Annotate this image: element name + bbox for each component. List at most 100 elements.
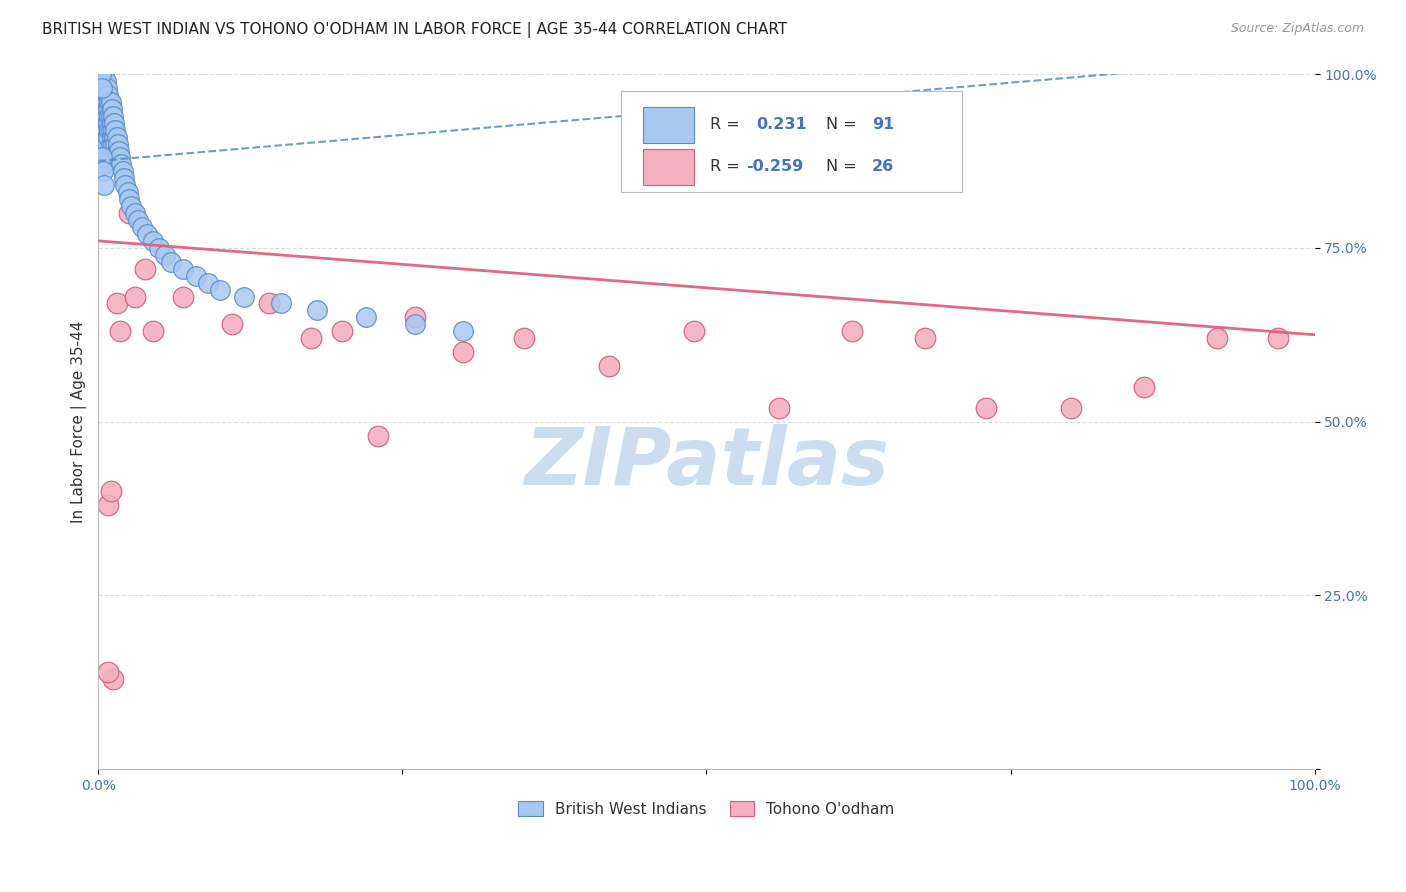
Point <box>299 331 322 345</box>
Point <box>93 67 115 81</box>
Point <box>841 324 863 338</box>
Point <box>257 296 280 310</box>
FancyBboxPatch shape <box>643 149 695 186</box>
Point <box>118 192 141 206</box>
Point <box>1267 331 1289 345</box>
Point <box>110 157 132 171</box>
Point <box>90 67 112 81</box>
Point <box>103 129 125 144</box>
Point <box>513 331 536 345</box>
Point <box>184 268 207 283</box>
Point <box>111 164 134 178</box>
Point <box>127 213 149 227</box>
Text: Source: ZipAtlas.com: Source: ZipAtlas.com <box>1230 22 1364 36</box>
Point <box>107 136 129 151</box>
Point <box>131 219 153 234</box>
Point <box>97 116 120 130</box>
Point <box>96 81 118 95</box>
Point <box>91 136 114 151</box>
Text: R =: R = <box>710 159 745 174</box>
Text: BRITISH WEST INDIAN VS TOHONO O'ODHAM IN LABOR FORCE | AGE 35-44 CORRELATION CHA: BRITISH WEST INDIAN VS TOHONO O'ODHAM IN… <box>42 22 787 38</box>
Point <box>103 116 125 130</box>
Point <box>148 241 170 255</box>
Point <box>91 109 114 123</box>
Point <box>104 136 127 151</box>
Point <box>101 672 124 686</box>
Point <box>110 324 132 338</box>
Point <box>105 296 128 310</box>
Point <box>97 129 120 144</box>
Point <box>91 109 114 123</box>
Point <box>93 144 115 158</box>
Point <box>354 310 377 325</box>
Point <box>451 324 474 338</box>
Point <box>93 129 115 144</box>
Point <box>96 95 118 109</box>
Text: 91: 91 <box>872 117 894 132</box>
Point <box>91 95 114 109</box>
Point <box>94 74 117 88</box>
Point <box>91 81 114 95</box>
Point <box>233 289 256 303</box>
Point <box>101 122 124 136</box>
Point <box>197 276 219 290</box>
Point <box>98 95 121 109</box>
Point <box>93 74 115 88</box>
Point <box>96 136 118 151</box>
Point <box>1060 401 1083 415</box>
Point <box>91 164 114 178</box>
Point <box>91 95 114 109</box>
Point <box>104 122 127 136</box>
Point <box>91 136 114 151</box>
Point <box>93 157 115 171</box>
Point <box>90 87 112 102</box>
Point <box>974 401 997 415</box>
Point <box>91 122 114 136</box>
Point <box>91 122 114 136</box>
Point <box>90 74 112 88</box>
Point <box>100 102 122 116</box>
Text: N =: N = <box>825 159 862 174</box>
Point <box>97 87 120 102</box>
Point <box>155 248 177 262</box>
Point <box>118 206 141 220</box>
Point <box>221 318 243 332</box>
Point <box>97 498 120 512</box>
Point <box>91 151 114 165</box>
Point <box>100 129 122 144</box>
Point <box>105 129 128 144</box>
Point <box>93 102 115 116</box>
Point <box>94 116 117 130</box>
Point <box>112 171 135 186</box>
Point <box>93 178 115 193</box>
Point <box>173 289 195 303</box>
Legend: British West Indians, Tohono O'odham: British West Indians, Tohono O'odham <box>510 794 903 824</box>
Point <box>100 95 122 109</box>
Point <box>100 484 122 499</box>
Point <box>107 151 129 165</box>
Point <box>598 359 620 373</box>
Text: 0.231: 0.231 <box>756 117 807 132</box>
Y-axis label: In Labor Force | Age 35-44: In Labor Force | Age 35-44 <box>72 320 87 523</box>
FancyBboxPatch shape <box>643 107 695 143</box>
Point <box>117 185 139 199</box>
Point <box>768 401 790 415</box>
Point <box>173 261 195 276</box>
Text: 26: 26 <box>872 159 894 174</box>
Point <box>367 428 389 442</box>
Point <box>914 331 936 345</box>
Point <box>98 122 121 136</box>
Point <box>1133 380 1156 394</box>
Point <box>683 324 706 338</box>
Point <box>90 102 112 116</box>
Point <box>114 178 136 193</box>
Point <box>98 109 121 123</box>
Point <box>404 310 426 325</box>
Point <box>93 116 115 130</box>
Point <box>94 129 117 144</box>
Point <box>124 206 146 220</box>
Point <box>110 151 132 165</box>
Point <box>91 81 114 95</box>
Point <box>100 122 122 136</box>
Point <box>1206 331 1229 345</box>
